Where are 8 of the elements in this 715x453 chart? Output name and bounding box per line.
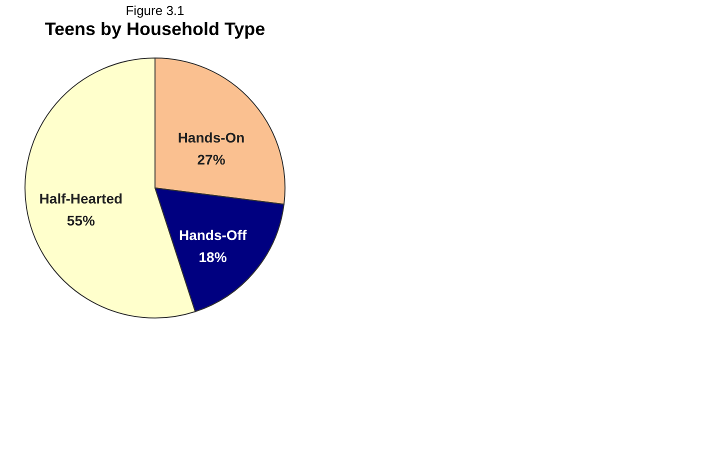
slice-label: Hands-Off [178,226,247,243]
chart-subtitle: Teens by Household Type [44,19,266,39]
data-label: 55% [66,212,96,229]
slice-label: Hands-On [178,129,245,146]
slice-label: Half-Hearted [39,190,123,207]
data-label: 18% [198,248,228,265]
chart-title: Figure 3.1 [126,3,184,18]
data-label: 27% [197,151,226,168]
